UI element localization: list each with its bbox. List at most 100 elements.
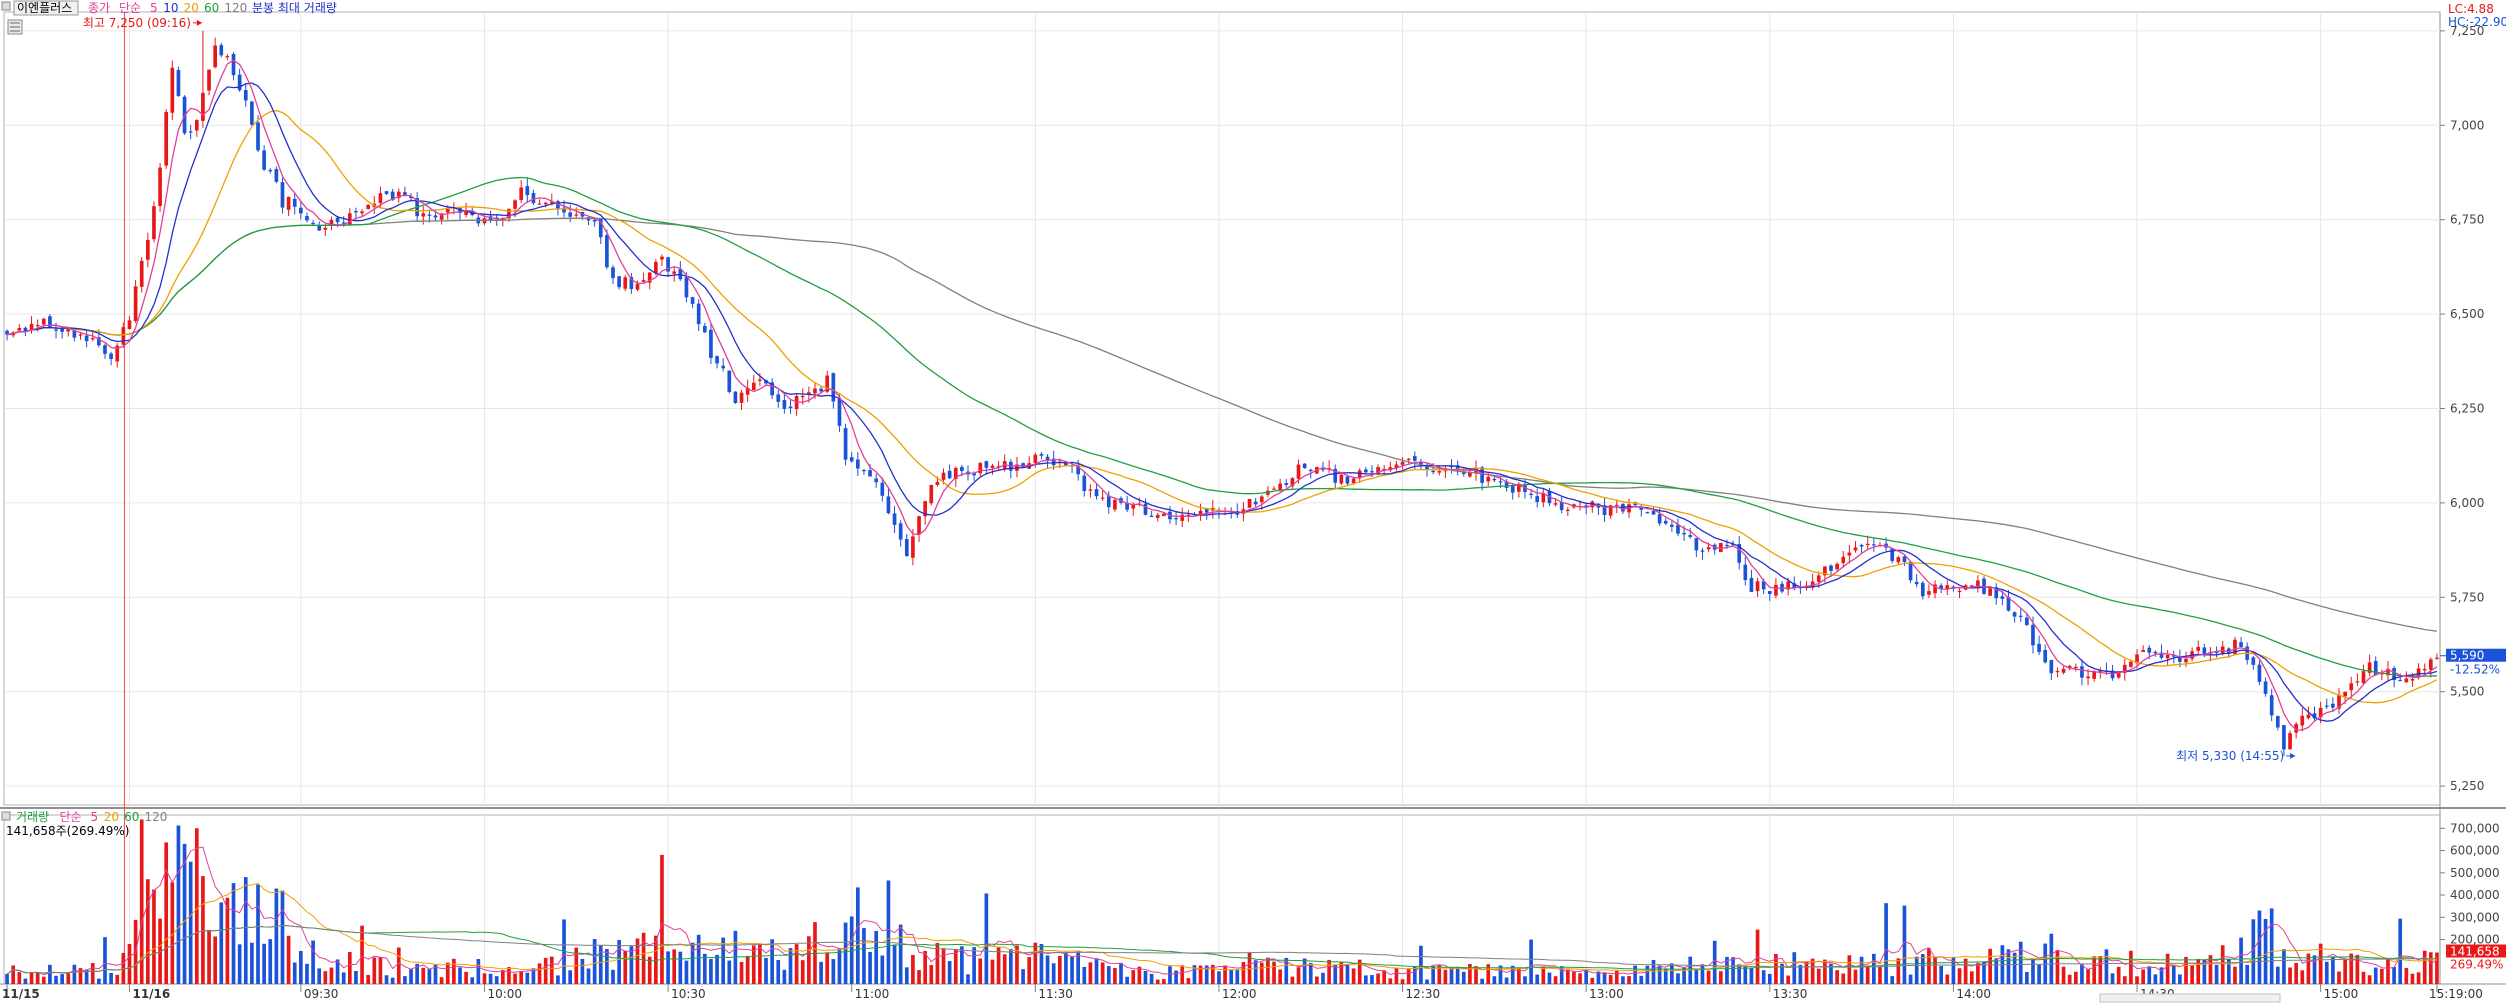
candle [935, 481, 940, 485]
volume-indicator-label[interactable]: 단순 [60, 810, 82, 824]
volume-bar [1437, 965, 1442, 984]
candle [531, 193, 536, 204]
candle [525, 186, 530, 196]
volume-bar [800, 960, 805, 984]
candle [2386, 668, 2390, 676]
candle [1486, 476, 1491, 482]
volume-bar [2263, 918, 2268, 984]
candle [1694, 538, 1699, 551]
volume-bar [855, 887, 860, 984]
candle [2227, 648, 2231, 654]
volume-ma-5-line [6, 846, 2438, 976]
candle [739, 392, 744, 403]
candle [97, 337, 101, 346]
candle [2061, 668, 2066, 673]
candle [1749, 577, 1754, 592]
candle [2000, 596, 2005, 599]
volume-bar [1737, 964, 1742, 984]
indicator-label[interactable]: 종가 [88, 1, 110, 15]
volume-bar [825, 952, 830, 984]
candle [335, 217, 340, 223]
volume-bar [917, 970, 921, 984]
price-ma-10-line [6, 82, 2438, 722]
volume-tick-label: 400,000 [2450, 888, 2500, 902]
indicator-label[interactable]: 분봉 최대 거래량 [252, 1, 337, 15]
volume-bar [2404, 967, 2409, 984]
volume-bar [384, 975, 389, 984]
candle [403, 192, 407, 197]
volume-indicator-label[interactable]: 거래량 [16, 810, 49, 824]
volume-bar [2410, 973, 2415, 984]
volume-bar [1143, 971, 1148, 984]
volume-indicator-label[interactable]: 5 [91, 810, 99, 824]
volume-bar [1731, 957, 1735, 984]
candle [2147, 647, 2152, 653]
candle [2324, 705, 2329, 707]
indicator-label[interactable]: 단순 [119, 1, 141, 15]
candle [243, 90, 248, 101]
volume-bar [2392, 966, 2396, 984]
candle [1198, 510, 1203, 516]
time-tick-label: 13:30 [1773, 987, 1808, 1001]
indicator-label[interactable]: 120 [224, 1, 247, 15]
candle [1425, 465, 1429, 470]
candle [1039, 454, 1044, 456]
panel-menu-icon[interactable] [1, 1, 11, 11]
candle [1584, 505, 1589, 507]
candle [2428, 659, 2433, 670]
volume-menu-icon[interactable] [1, 811, 11, 821]
candle [494, 217, 499, 219]
candle [1290, 478, 1295, 487]
volume-bar [2233, 966, 2237, 984]
volume-bar [513, 973, 517, 984]
candle [1498, 481, 1503, 483]
volume-bar [1443, 969, 1448, 984]
candle [1131, 503, 1136, 509]
candle [1700, 550, 1705, 552]
volume-bar [807, 936, 811, 984]
candle [1914, 581, 1919, 585]
indicator-label[interactable]: 60 [204, 1, 219, 15]
candle [35, 325, 40, 327]
volume-bar [1241, 962, 1246, 984]
volume-indicator-label[interactable]: 20 [104, 810, 119, 824]
volume-bar [2190, 965, 2194, 984]
volume-bar [751, 945, 756, 984]
volume-bar [611, 969, 615, 984]
volume-bar [458, 967, 462, 984]
stock-name-box[interactable] [13, 0, 79, 16]
volume-bar [1039, 944, 1044, 984]
volume-indicator-label[interactable]: 60 [124, 810, 139, 824]
volume-bar [1565, 969, 1570, 984]
stock-name[interactable]: 이엔플러스 [17, 1, 72, 15]
volume-bar [121, 952, 126, 984]
candle [5, 330, 9, 335]
volume-bar [1865, 965, 1870, 984]
volume-bar [2116, 966, 2121, 984]
volume-bar [1749, 967, 1754, 984]
candle [1957, 590, 1962, 593]
indicator-label[interactable]: 20 [184, 1, 199, 15]
volume-bar [1162, 979, 1166, 984]
volume-indicator-label[interactable]: 120 [145, 810, 168, 824]
horizontal-scrollbar[interactable] [2099, 993, 2281, 1003]
volume-bar [72, 964, 77, 984]
indicator-label[interactable]: 5 [150, 1, 158, 15]
candle [1976, 580, 1980, 587]
candle [139, 260, 144, 287]
volume-bar [403, 976, 407, 984]
volume-bar [354, 970, 358, 984]
candle [145, 239, 150, 260]
candle [1284, 483, 1289, 485]
volume-bar [953, 949, 958, 984]
volume-bar [1841, 973, 1846, 984]
time-tick-label: 11/15 [2, 987, 40, 1001]
volume-bar [1614, 970, 1619, 984]
volume-ma-60-line [6, 924, 2437, 975]
volume-bar [127, 943, 132, 984]
price-ma-60-line [6, 176, 2437, 677]
indicator-label[interactable]: 10 [163, 1, 178, 15]
volume-bar [2373, 967, 2378, 984]
candle [892, 513, 897, 525]
candle [917, 516, 921, 535]
